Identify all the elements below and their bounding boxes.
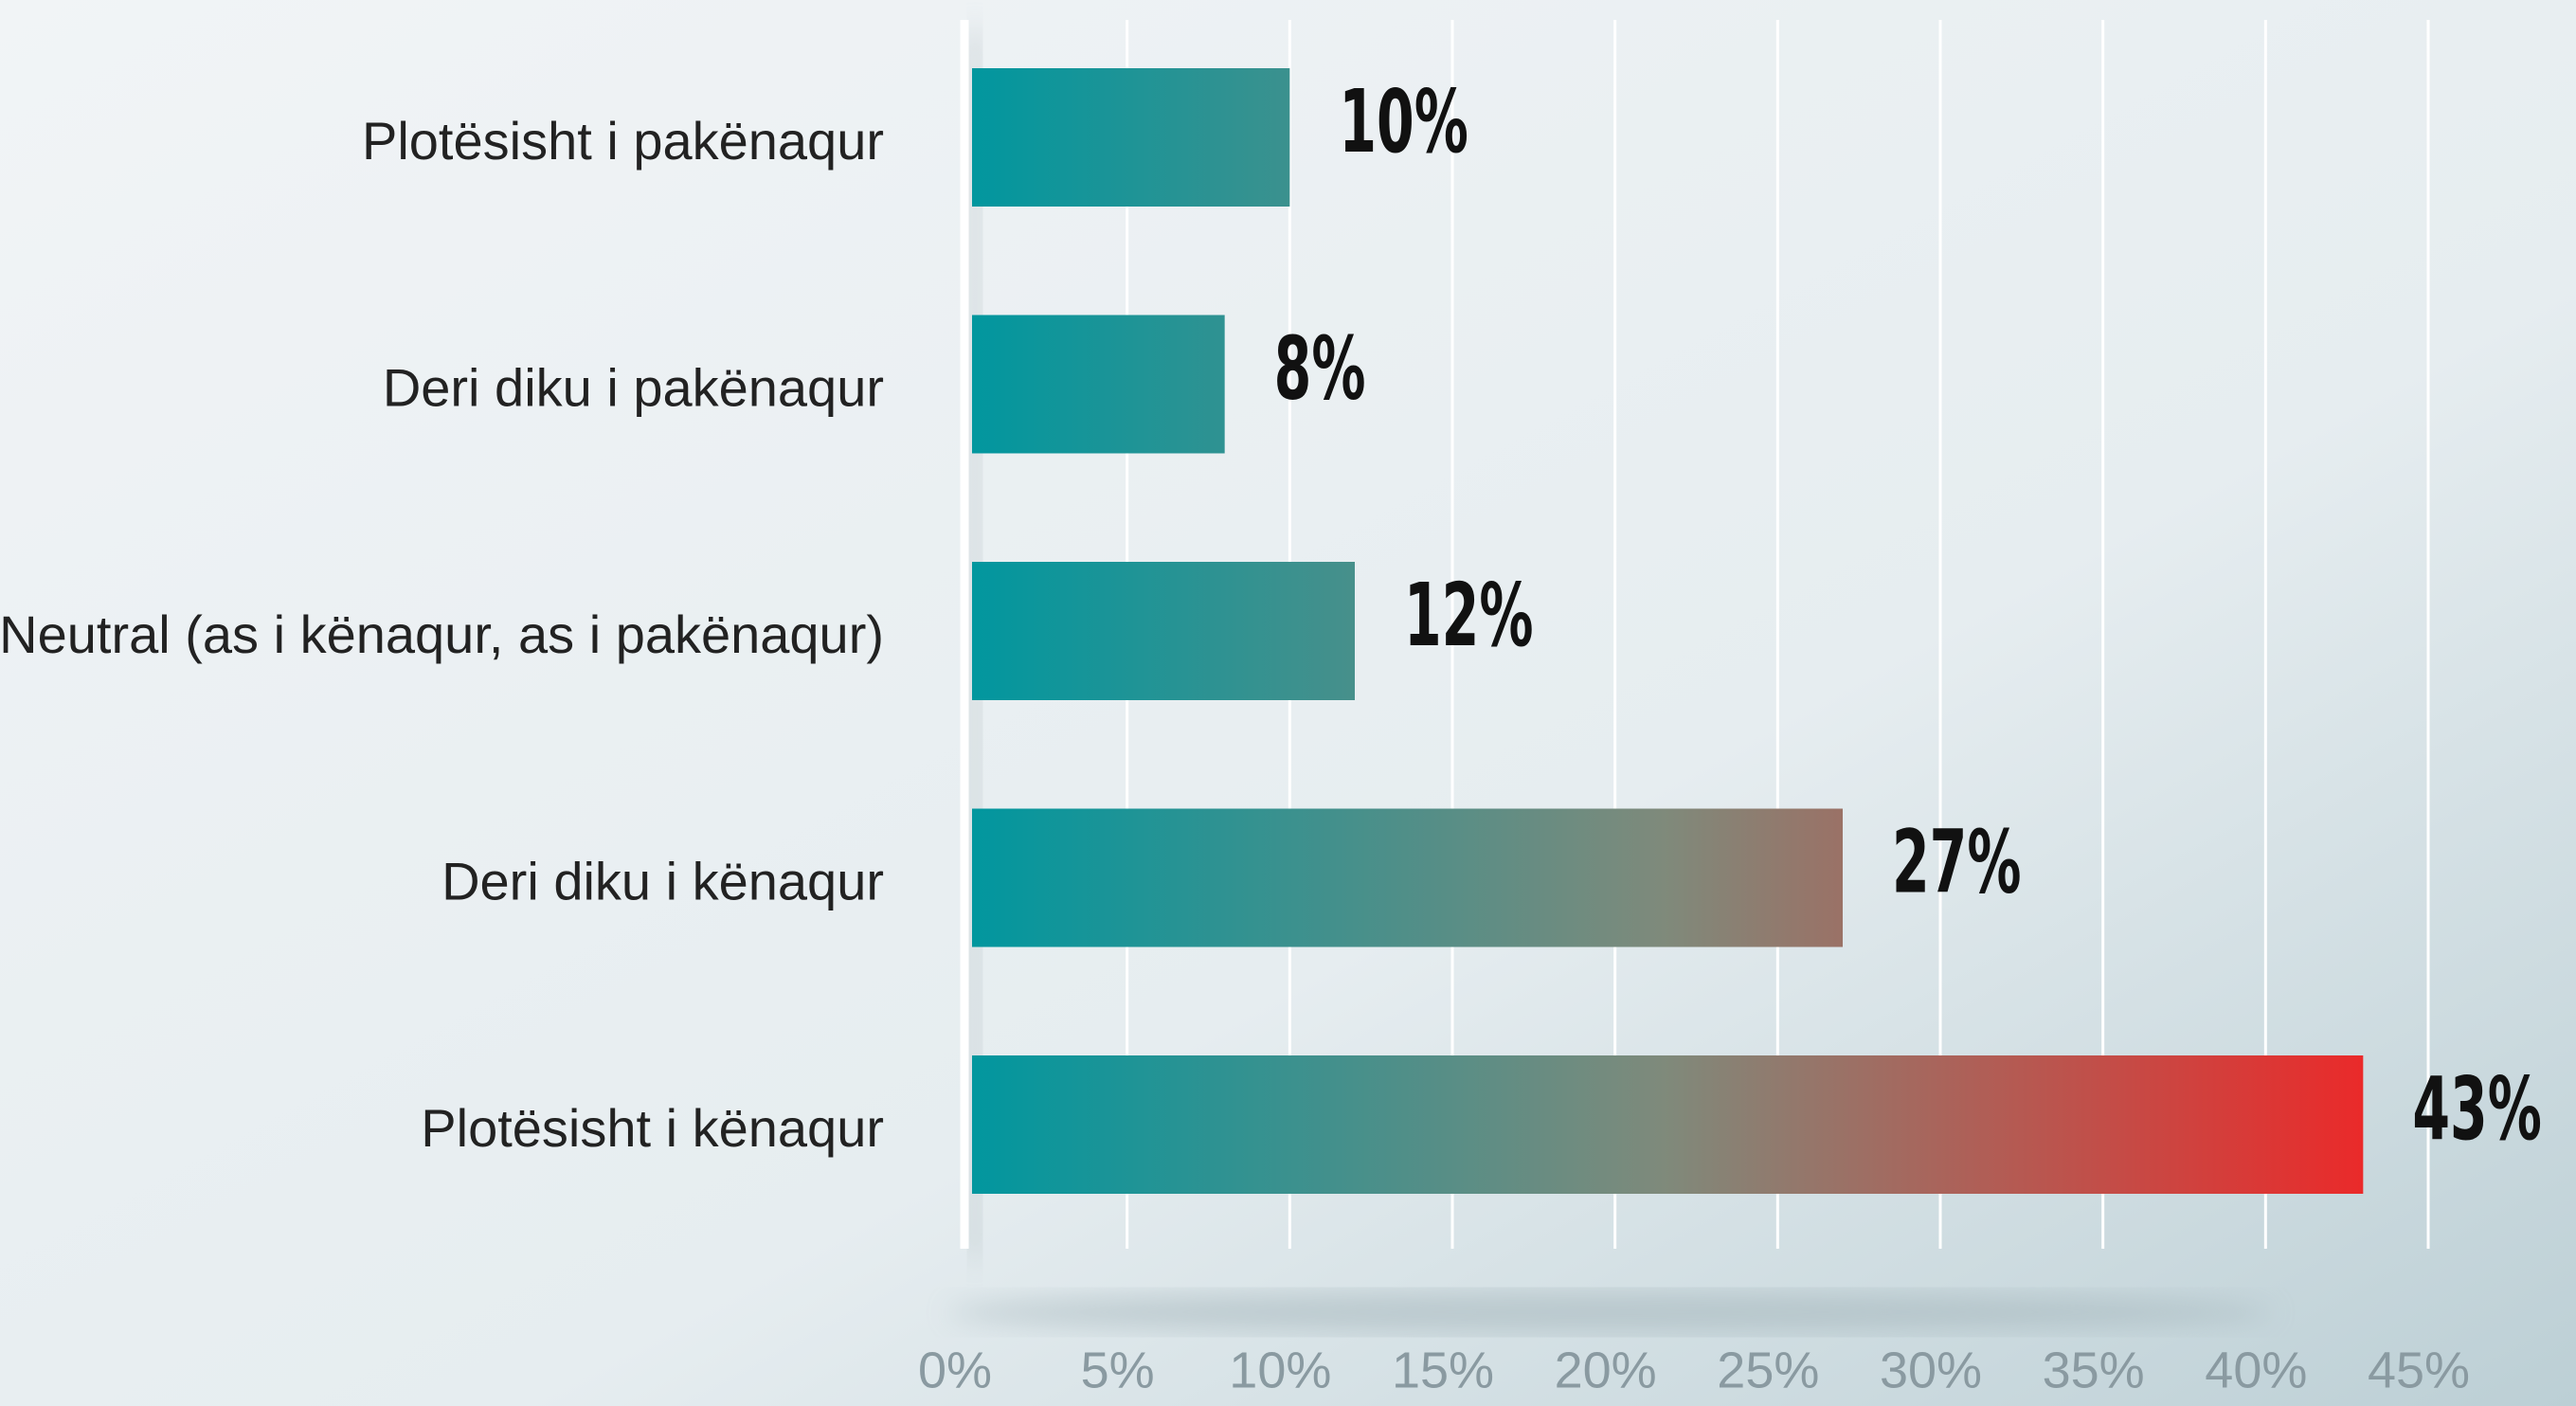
bar [972,808,1843,947]
category-label: Plotësisht i kënaqur [421,1098,884,1158]
x-tick-label: 20% [1555,1342,1657,1398]
value-label: 27% [1892,813,2022,914]
x-tick-label: 35% [2043,1342,2145,1398]
value-label: 10% [1339,72,1468,173]
value-label: 43% [2412,1059,2542,1161]
category-label: Deri diku i kënaqur [441,851,884,910]
bar [972,315,1225,454]
category-label: Plotësisht i pakënaqur [362,111,884,171]
bar [972,1055,2364,1194]
x-tick-label: 5% [1081,1342,1155,1398]
x-tick-label: 15% [1392,1342,1494,1398]
bar [972,562,1355,700]
category-label: Neutral (as i kënaqur, as i pakënaqur) [0,604,884,664]
x-tick-label: 40% [2205,1342,2307,1398]
value-label: 12% [1404,566,1534,667]
category-label: Deri diku i pakënaqur [383,357,884,417]
x-tick-label: 45% [2368,1342,2470,1398]
value-label: 8% [1274,319,1366,421]
x-tick-label: 0% [918,1342,992,1398]
bar [972,68,1290,207]
x-tick-label: 10% [1229,1342,1331,1398]
x-tick-label: 25% [1717,1342,1819,1398]
x-tick-label: 30% [1880,1342,1982,1398]
shadow [947,1291,2274,1333]
